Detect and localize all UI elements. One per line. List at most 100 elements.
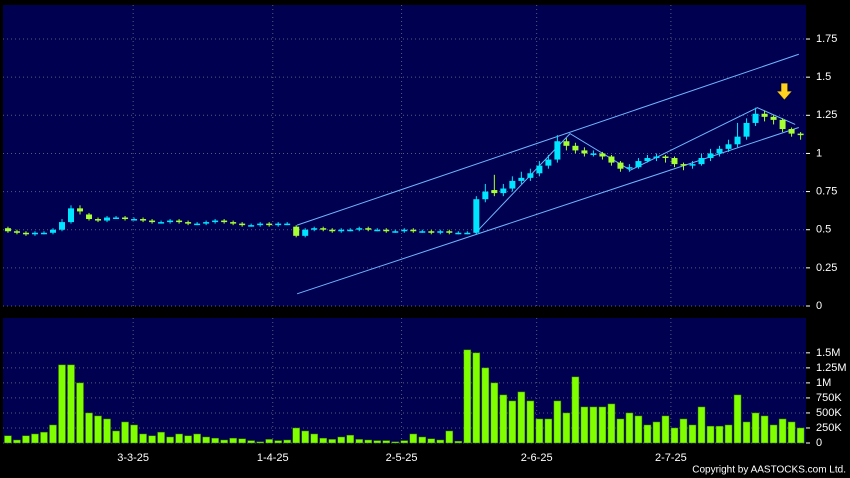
volume-bar (256, 441, 264, 444)
candle-body (149, 220, 156, 223)
volume-bar (13, 439, 21, 444)
candle-body (104, 217, 111, 221)
volume-bar (112, 430, 120, 444)
volume-bar (139, 433, 147, 444)
candle-body (77, 208, 84, 212)
volume-bar (778, 418, 787, 444)
volume-bar (634, 415, 643, 444)
y-tick-label: 0 (816, 437, 822, 449)
candle-body (455, 232, 462, 235)
volume-bar (724, 424, 733, 444)
candle-body (608, 156, 615, 163)
candle-body (491, 190, 498, 194)
candle-body (113, 217, 120, 220)
candle-body (329, 229, 336, 232)
y-tick-label: 0.5 (816, 224, 831, 236)
candle-body (176, 220, 183, 223)
y-tick-label: 1.5M (816, 347, 840, 359)
volume-bar (391, 441, 400, 444)
candle-body (356, 228, 363, 230)
candle-body (230, 222, 237, 224)
candle-body (527, 173, 534, 178)
volume-bar (184, 435, 192, 444)
volume-bar (481, 367, 490, 444)
trendline (296, 53, 799, 226)
candle-body (401, 229, 408, 232)
volume-bar (787, 421, 796, 444)
candle-body (248, 225, 255, 227)
candle-body (752, 113, 759, 123)
volume-bar (688, 424, 697, 444)
y-tick-label: 0.25 (816, 262, 837, 274)
y-tick-label: 750K (816, 392, 842, 404)
volume-bar (220, 439, 228, 444)
y-tick-label: 250K (816, 422, 842, 434)
x-tick-label: 2-5-25 (386, 452, 418, 464)
candle-body (680, 164, 687, 166)
volume-bar (472, 352, 481, 444)
candle-body (698, 158, 705, 165)
volume-bar (265, 439, 273, 444)
candle-body (302, 229, 309, 236)
volume-bar (85, 412, 93, 444)
copyright: Copyright by AASTOCKS.com Ltd. (692, 465, 846, 476)
x-tick-label: 2-6-25 (521, 452, 553, 464)
arrow-marker (776, 83, 792, 100)
candle-body (419, 231, 426, 233)
volume-bar (49, 424, 57, 444)
volume-bar (769, 424, 778, 444)
candle-body (167, 220, 174, 223)
volume-bar (373, 440, 382, 444)
candle-body (617, 162, 624, 169)
candle-body (716, 148, 723, 154)
volume-bar (508, 400, 517, 444)
volume-bar (715, 425, 724, 444)
candle-body (311, 228, 318, 230)
candle-body (761, 113, 768, 117)
volume-bar (454, 440, 463, 444)
candle-body (185, 222, 192, 224)
volume-bar (562, 412, 571, 444)
volume-bar (760, 415, 769, 444)
volume-bar (553, 400, 562, 444)
y-tick-label: 1M (816, 377, 831, 389)
volume-bar (418, 436, 427, 444)
volume-bar (121, 421, 129, 444)
volume-bar (319, 437, 327, 444)
volume-bar (409, 433, 418, 444)
candle-body (626, 167, 633, 169)
candle-body (707, 153, 714, 159)
volume-bar (616, 418, 625, 444)
y-tick-label: 1.25 (816, 109, 837, 121)
volume-bar (517, 391, 526, 444)
candle-body (581, 150, 588, 154)
y-tick-label: 1.25M (816, 362, 847, 374)
x-tick-label: 1-4-25 (257, 452, 289, 464)
candle-body (13, 231, 20, 233)
volume-bar (58, 364, 66, 444)
volume-bar (697, 406, 706, 444)
volume-bar (130, 424, 138, 444)
candle-body (572, 145, 579, 151)
candle-body (653, 156, 660, 159)
y-tick-label: 0 (816, 300, 822, 312)
volume-bar (274, 440, 282, 444)
candle-body (662, 156, 669, 159)
volume-bar (445, 430, 454, 444)
candle-body (500, 188, 507, 194)
candle-body (446, 231, 453, 233)
candle-body (590, 153, 597, 155)
candle-body (68, 208, 75, 223)
y-tick-label: 1 (816, 147, 822, 159)
candle-body (563, 141, 570, 146)
y-tick-label: 1.75 (816, 33, 837, 45)
volume-bar (580, 406, 589, 444)
candle-body (4, 228, 11, 232)
volume-bar (661, 415, 670, 444)
candle-body (58, 222, 65, 230)
volume-bar (589, 406, 598, 444)
volume-bar (238, 438, 246, 444)
volume-bar (292, 427, 300, 444)
candle-body (509, 180, 516, 189)
volume-bar (544, 418, 553, 444)
